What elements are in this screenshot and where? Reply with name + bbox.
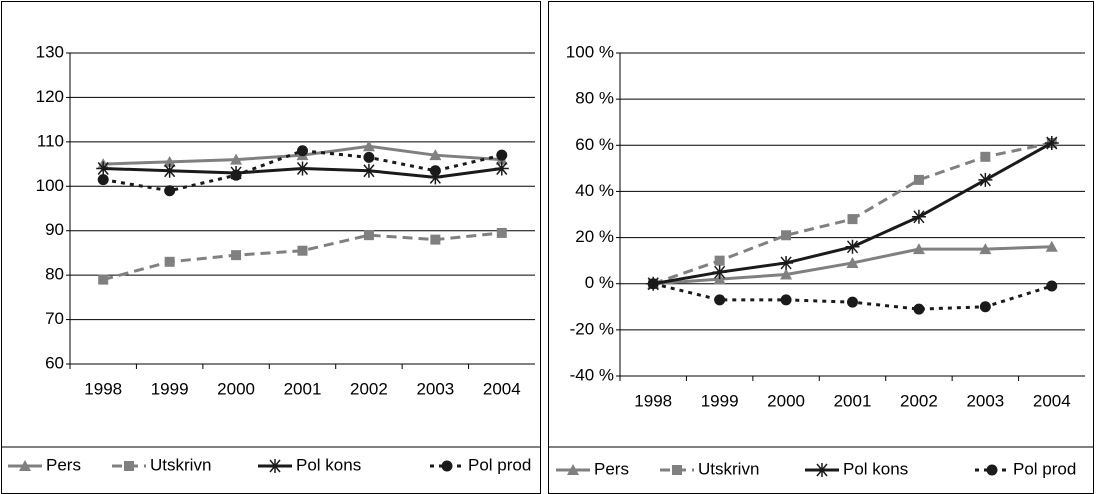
marker-circle: [496, 149, 508, 161]
marker-star: [712, 265, 727, 280]
marker-circle: [647, 278, 659, 290]
x-tick-label: 2002: [350, 379, 388, 398]
marker-circle: [986, 464, 998, 476]
y-tick-label: 90: [45, 220, 64, 239]
marker-circle: [230, 169, 242, 181]
marker-circle: [847, 296, 858, 308]
marker-triangle: [19, 460, 31, 471]
marker-triangle: [846, 256, 859, 268]
marker-square: [847, 214, 858, 225]
y-tick-label: 20 %: [575, 227, 614, 246]
marker-circle: [164, 185, 176, 197]
legend-label: Pol kons: [843, 459, 908, 478]
marker-circle: [714, 294, 726, 306]
x-tick-label: 2003: [416, 379, 454, 398]
y-tick-label: 100 %: [566, 42, 614, 61]
marker-triangle: [979, 243, 992, 255]
y-tick-label: 80: [45, 265, 64, 284]
y-tick-label: 60 %: [575, 135, 614, 154]
marker-square: [781, 230, 792, 241]
legend-label: Pers: [46, 455, 81, 474]
marker-square: [98, 274, 109, 285]
marker-star: [815, 463, 829, 477]
x-tick-label: 2001: [284, 379, 322, 398]
marker-triangle: [780, 268, 793, 280]
marker-star: [96, 161, 111, 176]
marker-star: [428, 170, 443, 185]
marker-star: [845, 239, 860, 254]
x-tick-label: 2000: [767, 391, 805, 410]
y-tick-label: -20 %: [570, 319, 614, 338]
marker-square: [496, 227, 507, 238]
marker-star: [268, 459, 282, 473]
marker-square: [672, 465, 682, 475]
y-tick-label: 100: [36, 176, 64, 195]
x-tick-label: 2004: [1033, 391, 1071, 410]
x-tick-label: 1998: [634, 391, 672, 410]
marker-star: [162, 163, 177, 178]
marker-star: [361, 163, 376, 178]
x-tick-label: 2004: [483, 379, 521, 398]
marker-circle: [363, 151, 375, 163]
legend-label: Utskrivn: [698, 459, 759, 478]
marker-star: [779, 255, 794, 270]
marker-square: [124, 461, 134, 471]
x-tick-label: 2001: [834, 391, 872, 410]
legend-label: Pol kons: [296, 455, 361, 474]
marker-circle: [429, 165, 441, 177]
x-tick-label: 2003: [966, 391, 1004, 410]
marker-star: [911, 209, 926, 224]
x-tick-label: 2002: [900, 391, 938, 410]
marker-star: [494, 161, 509, 176]
marker-star: [978, 172, 993, 187]
marker-star: [295, 161, 310, 176]
marker-circle: [780, 294, 792, 306]
marker-square: [430, 234, 441, 245]
marker-square: [913, 174, 924, 185]
marker-square: [231, 250, 242, 261]
y-tick-label: 60: [45, 353, 64, 372]
marker-triangle: [429, 149, 442, 161]
marker-triangle: [1045, 240, 1058, 252]
marker-circle: [979, 301, 991, 313]
marker-square: [714, 255, 725, 266]
y-tick-label: 110: [37, 131, 64, 150]
y-tick-label: 130: [36, 42, 64, 61]
marker-circle: [913, 303, 925, 315]
x-tick-label: 1998: [84, 379, 122, 398]
legend-label: Pol prod: [1013, 459, 1076, 478]
y-tick-label: 80 %: [575, 89, 614, 108]
marker-triangle: [163, 155, 176, 167]
legend-label: Utskrivn: [150, 455, 211, 474]
series-line: [102, 231, 502, 282]
panel-border: [1, 1, 541, 494]
marker-square: [363, 230, 374, 241]
marker-circle: [441, 460, 453, 472]
marker-square: [164, 256, 175, 267]
marker-triangle: [230, 153, 243, 165]
marker-square: [980, 151, 991, 162]
marker-square: [297, 245, 308, 256]
y-tick-label: 40 %: [575, 181, 614, 200]
legend-label: Pol prod: [468, 455, 531, 474]
marker-circle: [297, 145, 308, 157]
marker-circle: [97, 174, 109, 186]
x-tick-label: 1999: [701, 391, 739, 410]
marker-triangle: [362, 140, 375, 152]
legend-label: Pers: [594, 459, 629, 478]
y-tick-label: 70: [45, 309, 64, 328]
marker-triangle: [912, 243, 925, 255]
marker-circle: [1046, 280, 1058, 292]
x-tick-label: 2000: [217, 379, 255, 398]
y-tick-label: 0 %: [585, 273, 614, 292]
marker-star: [1044, 135, 1059, 150]
marker-triangle: [567, 464, 579, 475]
x-tick-label: 1999: [151, 379, 189, 398]
y-tick-label: 120: [36, 87, 64, 106]
y-tick-label: -40 %: [570, 365, 614, 384]
